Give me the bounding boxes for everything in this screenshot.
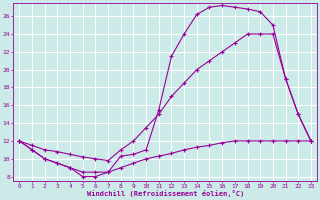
X-axis label: Windchill (Refroidissement éolien,°C): Windchill (Refroidissement éolien,°C) — [86, 190, 244, 197]
